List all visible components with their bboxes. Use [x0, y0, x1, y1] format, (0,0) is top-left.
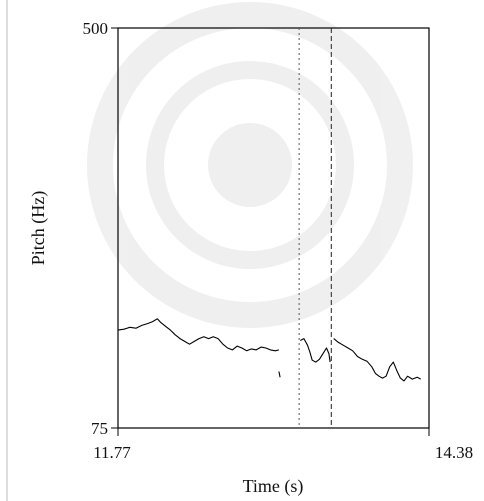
pitch-segment-0 — [117, 318, 280, 352]
pitch-segment-3 — [333, 338, 421, 382]
y-tick-label-min: 75 — [91, 419, 108, 438]
pitch-segment-2 — [300, 338, 331, 363]
x-tick-label-max: 14.38 — [435, 443, 473, 462]
x-axis-title: Time (s) — [243, 476, 304, 497]
plot-frame — [117, 27, 430, 429]
pitch-segment-1 — [278, 371, 281, 378]
y-axis-title: Pitch (Hz) — [28, 191, 49, 265]
watermark-rosette — [87, 2, 413, 328]
x-tick-label-min: 11.77 — [93, 443, 131, 462]
pitch-contour — [117, 318, 421, 382]
y-tick-label-max: 500 — [83, 19, 109, 38]
